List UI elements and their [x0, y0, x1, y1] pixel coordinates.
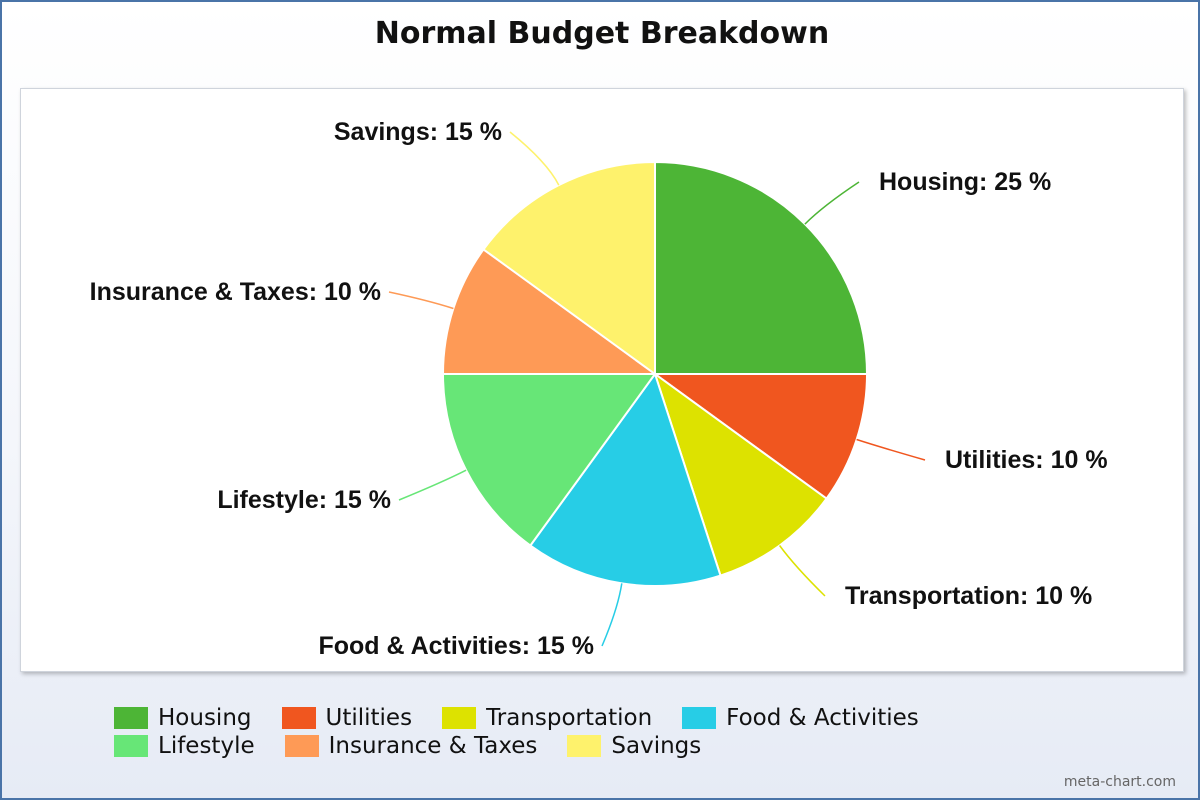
- data-label-savings: Savings: 15 %: [334, 118, 502, 146]
- legend-label: Food & Activities: [726, 705, 919, 731]
- legend-swatch: [442, 707, 477, 729]
- legend-item-food-and-activities[interactable]: Food & Activities: [682, 705, 919, 731]
- connector-line: [388, 291, 454, 310]
- legend-item-housing[interactable]: Housing: [114, 705, 252, 731]
- legend-label: Housing: [158, 705, 252, 731]
- legend-label: Transportation: [486, 705, 653, 731]
- pie-slice-insurance-and-taxes[interactable]: [441, 247, 659, 375]
- legend-item-utilities[interactable]: Utilities: [281, 705, 413, 731]
- legend-label: Lifestyle: [158, 733, 255, 759]
- pie-slice-lifestyle[interactable]: [441, 373, 657, 547]
- pie-slice-savings[interactable]: [482, 160, 656, 376]
- connector-line: [804, 181, 860, 225]
- watermark-text: meta-chart.com: [1063, 774, 1176, 790]
- pie-slice-housing[interactable]: [654, 160, 869, 375]
- data-label-lifestyle: Lifestyle: 15 %: [217, 486, 391, 514]
- pie-slice-food-and-activities[interactable]: [528, 371, 722, 587]
- data-label-housing: Housing: 25 %: [879, 168, 1051, 196]
- connector-line: [601, 583, 623, 647]
- legend-label: Savings: [611, 733, 702, 759]
- pie-slice-transportation[interactable]: [653, 371, 828, 577]
- legend-swatch: [567, 735, 602, 757]
- connector-line: [509, 131, 560, 186]
- pie-slice-utilities[interactable]: [651, 373, 869, 501]
- legend-item-insurance-and-taxes[interactable]: Insurance & Taxes: [284, 733, 538, 759]
- data-label-food-and-activities: Food & Activities: 15 %: [318, 632, 594, 660]
- legend-item-lifestyle[interactable]: Lifestyle: [114, 733, 255, 759]
- plot-area: Housing: 25 % Utilities: 10 % Transportati…: [20, 88, 1184, 672]
- legend-swatch: [114, 707, 148, 729]
- legend-swatch: [284, 735, 319, 757]
- legend-item-savings[interactable]: Savings: [567, 733, 702, 759]
- connector-line: [778, 545, 826, 597]
- data-label-utilities: Utilities: 10 %: [945, 446, 1108, 474]
- legend-item-transportation[interactable]: Transportation: [442, 705, 653, 731]
- chart-title: Normal Budget Breakdown: [374, 16, 830, 51]
- legend: Housing Utilities Transportation Food & Act…: [114, 705, 1114, 759]
- pie-chart: Housing: 25 % Utilities: 10 % Transportati…: [90, 118, 1108, 660]
- legend-label: Utilities: [325, 705, 413, 731]
- legend-swatch: [114, 735, 148, 757]
- data-label-transportation: Transportation: 10 %: [845, 582, 1092, 610]
- connector-line: [856, 438, 926, 461]
- legend-label: Insurance & Taxes: [328, 733, 538, 759]
- legend-swatch: [682, 707, 717, 729]
- connector-line: [398, 469, 467, 501]
- legend-swatch: [281, 707, 316, 729]
- data-label-insurance-and-taxes: Insurance & Taxes: 10 %: [90, 278, 381, 306]
